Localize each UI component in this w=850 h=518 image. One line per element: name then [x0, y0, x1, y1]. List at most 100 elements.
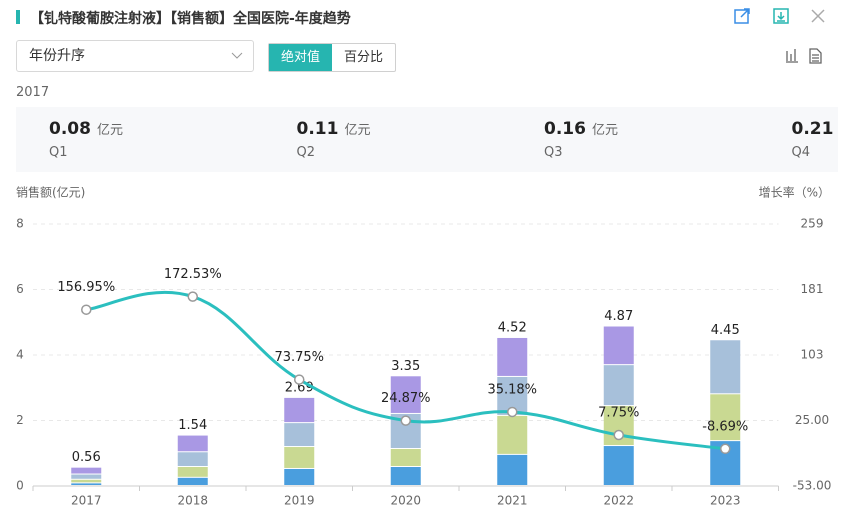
view-icons [786, 48, 822, 64]
x-tick-label: 2023 [710, 494, 741, 508]
page-title: 【钆特酸葡胺注射液】【销售额】全国医院-年度趋势 [30, 11, 351, 27]
y-tick-label: 8 [16, 217, 24, 231]
total-label: 1.54 [178, 418, 207, 433]
bar-segment [71, 479, 102, 483]
card-quarter: Q4 [791, 145, 811, 160]
card-unit: 亿元 [96, 123, 123, 138]
bar-segment [497, 454, 528, 485]
toolbar-icons [734, 8, 825, 24]
card-unit: 亿元 [344, 123, 371, 138]
bar-segment [710, 394, 741, 441]
card-unit: 亿元 [591, 123, 618, 138]
bar-segment [177, 435, 208, 452]
bar-segment [177, 452, 208, 467]
y2-tick-label: 259 [801, 217, 824, 231]
bar-segment [390, 467, 421, 485]
bar-segment [284, 397, 315, 423]
growth-label: -8.69% [702, 419, 748, 434]
growth-point [720, 443, 731, 455]
growth-point [507, 406, 518, 418]
share-icon[interactable] [734, 8, 750, 24]
card-value-row: 0.21亿元 [792, 119, 839, 139]
bar-segment [71, 483, 102, 485]
sort-value: 年份升序 [29, 48, 85, 64]
y-axis-label: 销售额(亿元) [16, 185, 85, 200]
growth-point [187, 291, 198, 302]
y-tick-label: 6 [16, 282, 24, 296]
growth-point [613, 429, 624, 441]
download-icon[interactable] [773, 8, 789, 24]
card-value: 0.08 [49, 119, 91, 139]
growth-label: 172.53% [164, 267, 222, 282]
card-quarter: Q2 [296, 145, 316, 160]
card-value: 0.16 [544, 119, 586, 139]
summary-cards: 0.08 亿元 Q1 0.11 亿元 Q2 0.16 亿元 Q3 0.21亿元 Q4 [16, 107, 838, 172]
mode-percent[interactable]: 百分比 [344, 50, 384, 65]
x-tick-label: 2022 [603, 494, 634, 508]
y2-tick-label: 103 [801, 348, 824, 362]
summary-card: 0.16 亿元 Q3 [544, 119, 618, 160]
bar-segment [284, 447, 315, 468]
bar-segment [603, 326, 634, 365]
mode-toggle: 绝对值 百分比 [268, 43, 397, 72]
sort-dropdown[interactable]: 年份升序 [16, 40, 254, 72]
card-value: 0.21 [791, 119, 834, 139]
bar-segment [603, 365, 634, 406]
card-value-row: 0.08 亿元 [49, 119, 123, 139]
bar-segment [177, 467, 208, 477]
bar-segment [603, 446, 634, 485]
table-view-icon[interactable] [809, 48, 822, 64]
close-icon[interactable] [811, 9, 825, 23]
y-tick-label: 2 [16, 413, 24, 427]
summary-card: 0.08 亿元 Q1 [49, 119, 123, 160]
x-tick-label: 2019 [284, 494, 315, 508]
bar-segment [71, 467, 102, 474]
growth-point [81, 304, 92, 315]
mode-absolute[interactable]: 绝对值 [269, 44, 333, 71]
bar-segment [497, 337, 528, 376]
growth-label: 156.95% [57, 280, 115, 295]
y-tick-label: 0 [16, 479, 24, 493]
dropdown-arrow [231, 52, 243, 59]
y-tick-label: 4 [16, 348, 24, 362]
card-value-row: 0.11 亿元 [297, 119, 371, 139]
growth-label: 24.87% [381, 391, 431, 406]
x-tick-label: 2017 [71, 494, 102, 508]
card-value-row: 0.16 亿元 [544, 119, 618, 139]
x-tick-label: 2021 [497, 494, 528, 508]
x-tick-label: 2020 [390, 494, 421, 508]
title-accent [16, 10, 20, 24]
bar-segment [284, 423, 315, 447]
x-tick-label: 2018 [177, 494, 208, 508]
bar-segment [177, 477, 208, 485]
total-label: 4.52 [498, 320, 527, 335]
bar-segment [284, 468, 315, 485]
card-quarter: Q3 [544, 145, 563, 160]
bar-segment [390, 376, 421, 413]
summary-card: 0.21亿元 Q4 [792, 119, 839, 160]
growth-point [294, 374, 305, 385]
bar-segment [390, 448, 421, 467]
bar-segment [71, 474, 102, 479]
growth-label: 73.75% [274, 350, 324, 365]
y2-tick-label: 25.00 [795, 413, 829, 427]
summary-card: 0.11 亿元 Q2 [297, 119, 371, 160]
bar-view-icon[interactable] [786, 49, 798, 63]
summary-year: 2017 [16, 85, 50, 100]
y2-tick-label: 181 [801, 282, 824, 296]
bar-segment [710, 340, 741, 394]
growth-label: 7.75% [598, 405, 639, 420]
total-label: 0.56 [72, 450, 101, 465]
y2-axis-label: 增长率（%） [759, 185, 830, 200]
total-label: 4.87 [604, 309, 633, 324]
card-value: 0.11 [296, 119, 339, 139]
total-label: 3.35 [391, 359, 420, 374]
card-quarter: Q1 [49, 145, 68, 160]
y2-tick-label: -53.00 [793, 479, 832, 493]
bar-segment [497, 415, 528, 454]
growth-label: 35.18% [487, 382, 537, 397]
total-label: 4.45 [711, 323, 740, 338]
chart: 销售额(亿元) 增长率（%） 0 2 4 6 8 -53.00 25.00 103 181 259… [16, 185, 832, 508]
growth-point [400, 415, 411, 426]
